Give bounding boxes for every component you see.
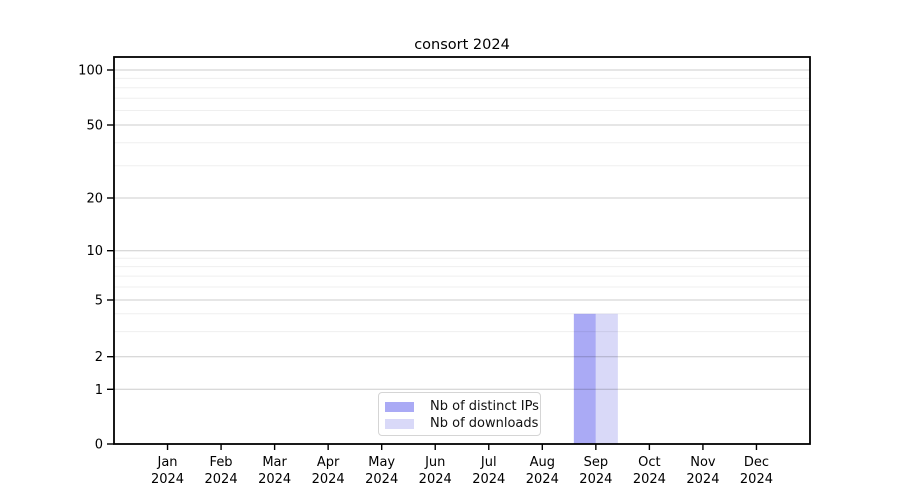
x-tick-label-month: Mar: [262, 455, 287, 470]
x-tick-label-month: Jun: [424, 455, 445, 470]
x-tick-label-year: 2024: [633, 472, 666, 487]
y-tick-label: 10: [86, 244, 103, 259]
legend-swatch-downloads: [385, 418, 414, 429]
x-tick-label-year: 2024: [205, 472, 238, 487]
x-tick-label-month: Apr: [317, 455, 340, 470]
x-tick-label-month: Jul: [480, 455, 497, 470]
legend-label-downloads: Nb of downloads: [430, 416, 539, 431]
legend-item-downloads: Nb of downloads: [385, 415, 538, 432]
x-tick-label-year: 2024: [472, 472, 505, 487]
x-tick-label-year: 2024: [740, 472, 773, 487]
x-tick-label-year: 2024: [419, 472, 452, 487]
bar-nb-of-distinct-ips: [573, 313, 596, 444]
x-tick-label-month: Feb: [210, 455, 233, 470]
x-tick-label-month: Aug: [530, 455, 555, 470]
legend-item-distinct-ips: Nb of distinct IPs: [385, 398, 539, 415]
y-tick-label: 0: [95, 438, 103, 453]
x-tick-label-month: Jan: [157, 455, 178, 470]
x-tick-label-year: 2024: [579, 472, 612, 487]
x-tick-label-month: Oct: [638, 455, 660, 470]
y-tick-label: 1: [95, 383, 103, 398]
legend-swatch-distinct-ips: [385, 401, 414, 412]
legend: Nb of distinct IPs Nb of downloads: [378, 392, 541, 436]
bar-nb-of-downloads: [595, 313, 618, 444]
y-tick-label: 2: [95, 350, 103, 365]
y-tick-label: 20: [86, 192, 103, 207]
y-tick-label: 50: [86, 119, 103, 134]
x-tick-label-year: 2024: [686, 472, 719, 487]
chart-title: consort 2024: [414, 37, 510, 53]
x-tick-label-year: 2024: [526, 472, 559, 487]
x-tick-label-month: Nov: [690, 455, 716, 470]
x-tick-label-year: 2024: [258, 472, 291, 487]
x-tick-label-year: 2024: [151, 472, 184, 487]
x-tick-label-month: Dec: [744, 455, 769, 470]
legend-label-distinct-ips: Nb of distinct IPs: [430, 399, 539, 414]
x-tick-label-year: 2024: [312, 472, 345, 487]
x-tick-label-month: May: [368, 455, 395, 470]
x-tick-label-year: 2024: [365, 472, 398, 487]
y-tick-label: 100: [78, 64, 103, 79]
x-tick-label-month: Sep: [584, 455, 609, 470]
y-tick-label: 5: [95, 294, 103, 309]
